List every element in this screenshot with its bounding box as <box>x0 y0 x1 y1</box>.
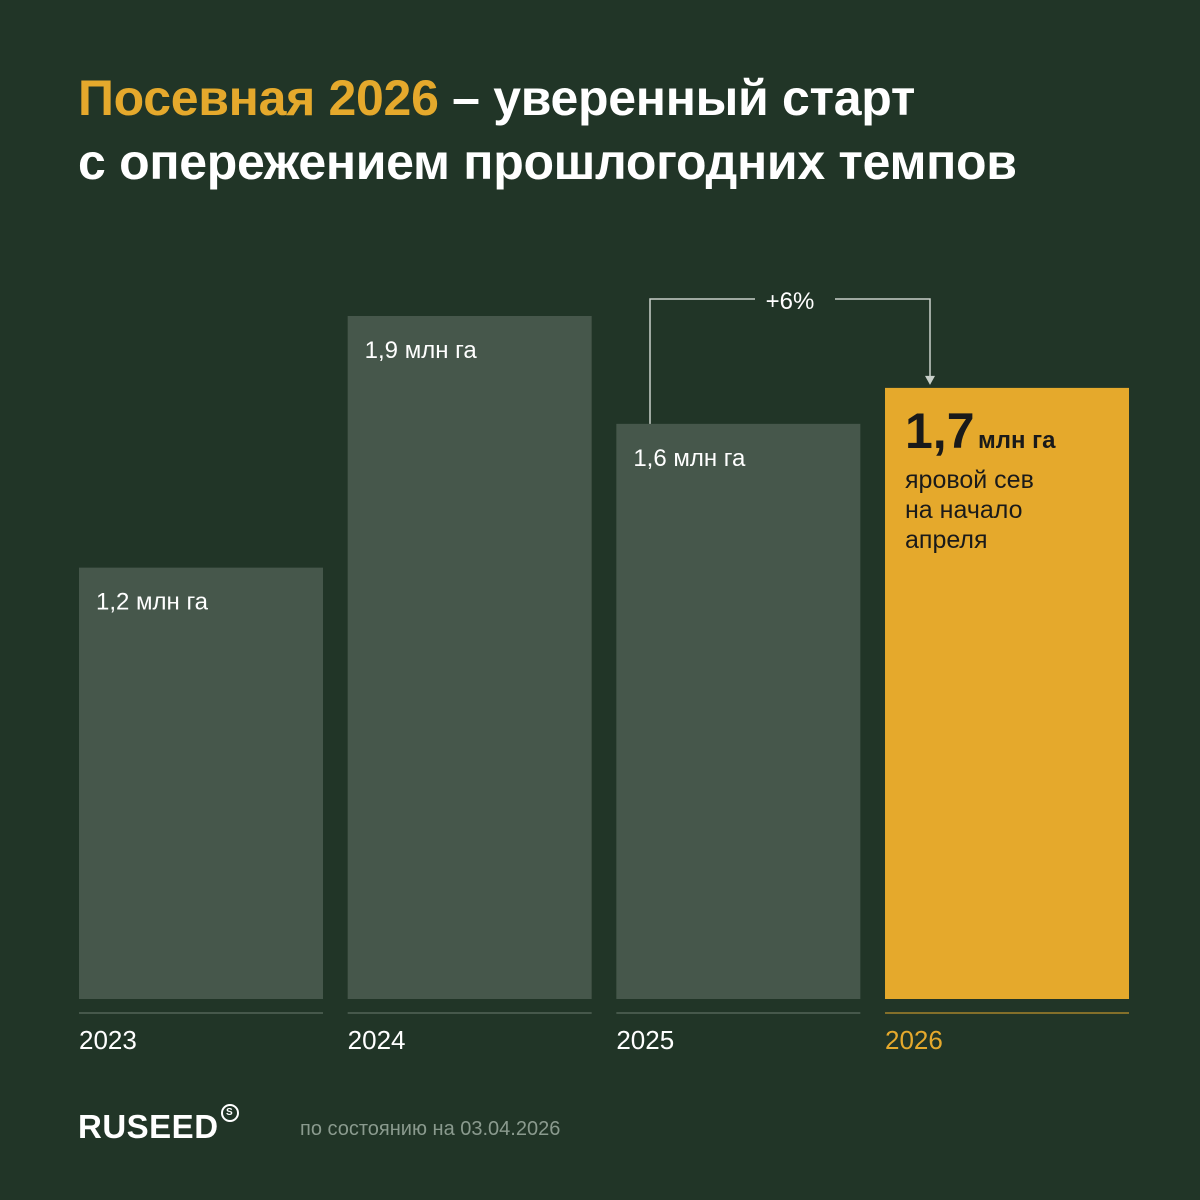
logo-text: RUSEED <box>78 1108 219 1145</box>
highlight-note-line: апреля <box>905 526 988 554</box>
annotation-bracket-right <box>835 298 931 382</box>
page-title: Посевная 2026 – уверенный старт с опереж… <box>78 66 1017 194</box>
highlight-note-line: яровой сев <box>905 466 1034 494</box>
logo-mark-icon: S <box>220 1104 239 1122</box>
title-rest: – уверенный старт <box>438 70 916 126</box>
title-line2: с опережением прошлогодних темпов <box>78 134 1017 190</box>
highlight-unit: млн га <box>978 427 1056 454</box>
ruseed-logo: RUSEED S <box>78 1104 239 1146</box>
bar-chart: 2023 1,2 млн га 2024 1,9 млн га 2025 1,6 млн … <box>79 288 1130 1055</box>
annotation-bracket-left <box>649 298 755 424</box>
bar-2025 <box>616 423 861 999</box>
highlight-note-line: на начало <box>905 496 1023 524</box>
value-label-2025: 1,6 млн га <box>633 445 746 472</box>
value-label-2026: 1,7 <box>905 403 975 459</box>
tick-label-2024: 2024 <box>348 1025 406 1055</box>
bar-2023 <box>79 567 323 999</box>
tick-label-2025: 2025 <box>616 1025 674 1055</box>
title-accent: Посевная 2026 <box>78 70 439 126</box>
value-label-2024: 1,9 млн га <box>365 337 478 364</box>
annotation-arrow-icon <box>925 375 935 385</box>
annotation-label: +6% <box>766 288 815 315</box>
tick-label-2026: 2026 <box>885 1025 943 1055</box>
date-note: по состоянию на 03.04.2026 <box>300 1118 561 1140</box>
value-label-2023: 1,2 млн га <box>96 589 209 616</box>
bar-2024 <box>347 316 592 999</box>
bar-2026 <box>885 387 1130 999</box>
tick-label-2023: 2023 <box>79 1025 137 1055</box>
